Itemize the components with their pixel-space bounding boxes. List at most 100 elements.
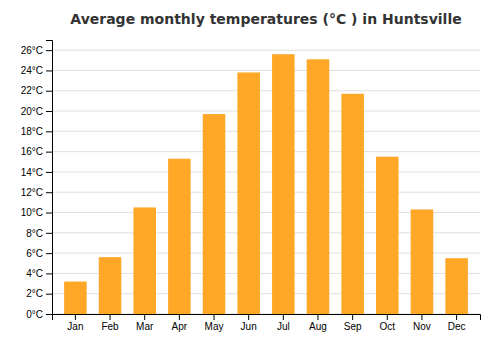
y-tick: 2°C [26,288,52,299]
y-tick: 14°C [21,167,52,178]
tick-mark [46,213,52,214]
grid-line [52,50,480,51]
x-tick: Nov [413,314,431,332]
bar [272,54,295,314]
tick-label: Aug [309,321,327,332]
x-axis: Jan Feb Mar Apr May Jun Jul Aug Sep Oct Nov Dec [53,314,481,332]
title: Average monthly temperatures (°C ) in Hu… [70,11,461,27]
tick-mark [317,314,318,320]
grid-line [52,171,480,172]
axis-line [46,41,53,315]
tick-label: 26°C [21,45,43,56]
tick-mark [421,314,422,320]
tick-mark [248,314,249,320]
x-tick: Mar [136,314,154,332]
x-tick: May [205,314,224,332]
tick-label: Mar [136,321,154,332]
tick-mark [46,131,52,132]
x-tick: Dec [448,314,466,332]
bar [237,72,260,314]
y-tick: 24°C [21,65,52,76]
x-tick: Aug [309,314,327,332]
tick-label: Jul [277,321,290,332]
tick-mark [144,314,145,320]
bar [133,207,156,314]
grid-line [52,131,480,132]
x-tick: Sep [344,314,362,332]
tick-label: Feb [101,321,119,332]
x-tick: Apr [172,314,188,332]
tick-mark [46,294,52,295]
y-tick: 8°C [26,228,52,239]
y-tick: 26°C [21,45,52,56]
plot: Jan Feb Mar Apr May Jun Jul Aug Sep Oct Nov Dec 0°C 2… [21,41,481,333]
tick-label: 8°C [26,228,43,239]
tick-label: 20°C [21,106,43,117]
tick-label: 24°C [21,65,43,76]
grid [52,50,480,314]
tick-mark [46,111,52,112]
tick-label: 22°C [21,85,43,96]
x-tick: Jun [241,314,257,332]
tick-mark [46,70,52,71]
y-tick: 0°C [26,309,52,320]
tick-label: 6°C [26,248,43,259]
tick-mark [46,172,52,173]
bar [99,257,122,314]
tick-label: 4°C [26,268,43,279]
tick-mark [352,314,353,320]
y-tick: 10°C [21,207,52,218]
bar [411,209,434,314]
tick-label: 10°C [21,207,43,218]
y-tick: 12°C [21,187,52,198]
bar [445,258,468,314]
tick-mark [46,152,52,153]
bars [64,54,468,314]
y-tick: 4°C [26,268,52,279]
bar [168,159,191,314]
tick-mark [46,273,52,274]
bar [376,157,399,314]
tick-label: 2°C [26,288,43,299]
tick-mark [110,314,111,320]
tick-mark [214,314,215,320]
y-tick: 6°C [26,248,52,259]
tick-mark [387,314,388,320]
tick-label: Apr [172,321,188,332]
tick-label: Dec [448,321,466,332]
y-tick: 16°C [21,146,52,157]
tick-label: 12°C [21,187,43,198]
grid-line [52,151,480,152]
tick-mark [75,314,76,320]
y-tick: 20°C [21,106,52,117]
grid-line [52,70,480,71]
tick-label: Jan [67,321,83,332]
tick-mark [179,314,180,320]
bar [203,114,226,314]
chart: Jan Feb Mar Apr May Jun Jul Aug Sep Oct Nov Dec 0°C 2… [0,0,500,350]
grid-line [52,192,480,193]
tick-label: May [205,321,224,332]
y-tick: 22°C [21,85,52,96]
x-tick: Jan [67,314,83,332]
tick-mark [46,253,52,254]
tick-label: 0°C [26,309,43,320]
tick-label: 14°C [21,167,43,178]
x-tick: Feb [101,314,119,332]
grid-line [52,90,480,91]
tick-label: Nov [413,321,431,332]
tick-label: Sep [344,321,362,332]
tick-mark [283,314,284,320]
x-tick: Oct [380,314,396,332]
bar [307,59,330,314]
tick-mark [46,192,52,193]
tick-label: 18°C [21,126,43,137]
tick-label: Oct [380,321,396,332]
x-tick: Jul [277,314,290,332]
bar [64,282,87,314]
y-tick: 18°C [21,126,52,137]
axis-line [53,315,481,321]
tick-mark [456,314,457,320]
bar [341,94,364,314]
tick-mark [46,91,52,92]
